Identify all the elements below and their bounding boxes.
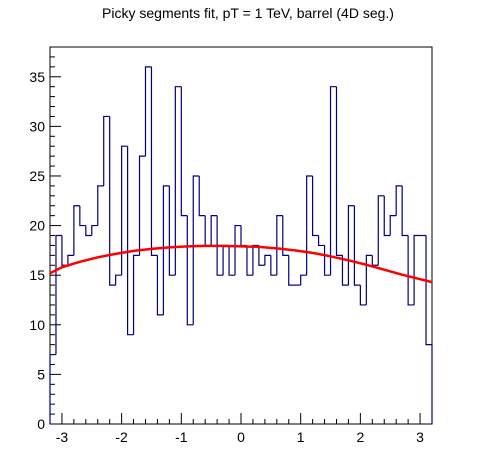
x-tick-label: 2 (356, 429, 364, 445)
histogram-bin (121, 145, 128, 276)
x-tick-label: -3 (56, 429, 69, 445)
histogram-bin (353, 205, 361, 286)
histogram-bin (270, 255, 277, 276)
histogram-bin (365, 254, 373, 305)
histogram-bin (55, 234, 62, 355)
histogram-bin (413, 234, 421, 305)
histogram-bin (335, 86, 343, 256)
histogram-bin (347, 205, 355, 286)
histogram-bin (97, 185, 104, 226)
histogram-bin (109, 116, 116, 286)
histogram-bin (67, 254, 74, 266)
y-tick-label: 0 (37, 416, 45, 432)
histogram-bin (126, 146, 134, 336)
histogram-bin (401, 185, 409, 237)
y-tick-label: 20 (29, 218, 45, 234)
histogram-bin (162, 185, 170, 315)
histogram-bin (300, 274, 307, 286)
histogram-bin (222, 244, 230, 276)
y-tick-label: 30 (29, 118, 45, 134)
histogram-bin (258, 245, 265, 266)
histogram-bin (150, 66, 158, 256)
x-tick-label: 0 (237, 429, 245, 445)
histogram-bin (264, 254, 271, 266)
histogram-bin (317, 235, 325, 247)
y-tick-label: 35 (29, 69, 45, 85)
histogram-bin (180, 86, 188, 217)
histogram-bin (371, 255, 379, 266)
histogram-bin (138, 155, 146, 256)
y-tick-label: 15 (29, 267, 45, 283)
fit-curve-line (49, 244, 433, 284)
y-tick-label: 5 (37, 366, 45, 382)
axis-ticks (49, 56, 433, 425)
histogram-bin (395, 185, 403, 216)
x-tick-label: -2 (115, 429, 128, 445)
histogram-bin (306, 175, 313, 276)
histogram-bin (234, 224, 241, 276)
histogram-bin (276, 215, 283, 276)
histogram-bin (252, 244, 259, 276)
histogram-bin (132, 254, 140, 335)
histogram-bin (115, 274, 122, 286)
x-tick-label: -1 (175, 429, 188, 445)
histogram-bin (359, 285, 367, 306)
y-tick-label: 25 (29, 168, 45, 184)
histogram-bin (168, 185, 176, 276)
histogram-bin (341, 255, 349, 286)
histogram-bin (323, 245, 331, 276)
histogram-series (49, 66, 433, 424)
histogram-bin (79, 205, 86, 227)
histogram-bin (329, 86, 337, 276)
histogram-bin (204, 215, 212, 247)
histogram-bin (288, 255, 295, 286)
chart-title: Picky segments fit, pT = 1 TeV, barrel (… (102, 5, 394, 21)
histogram-bin (85, 225, 92, 237)
y-tick-label: 10 (29, 317, 45, 333)
x-tick-label: 3 (416, 429, 424, 445)
histogram-bin (389, 215, 397, 236)
histogram-bin (407, 235, 415, 306)
histogram-bin (312, 175, 319, 237)
histogram-bin (216, 215, 224, 276)
histogram-bin (198, 175, 206, 217)
histogram-bin (246, 245, 253, 276)
histogram-bin (228, 245, 236, 276)
fit-curve-series (49, 244, 433, 284)
histogram-bin (425, 235, 432, 346)
histogram-bin (103, 115, 110, 186)
histogram-bin (144, 66, 152, 157)
histogram-bin (240, 225, 247, 247)
histogram-bin (186, 215, 194, 326)
histogram-bin (61, 235, 68, 266)
histogram-bin (210, 215, 218, 246)
histogram-bin (192, 175, 200, 325)
x-tick-label: 1 (297, 429, 305, 445)
histogram-bin (91, 224, 98, 236)
histogram-bin (383, 195, 391, 237)
histogram-bin (156, 255, 164, 316)
histogram-bin (282, 215, 289, 256)
histogram-bin (174, 86, 182, 276)
histogram-bin (377, 195, 385, 266)
histogram-bin (49, 353, 56, 415)
histogram-bin (73, 205, 80, 256)
